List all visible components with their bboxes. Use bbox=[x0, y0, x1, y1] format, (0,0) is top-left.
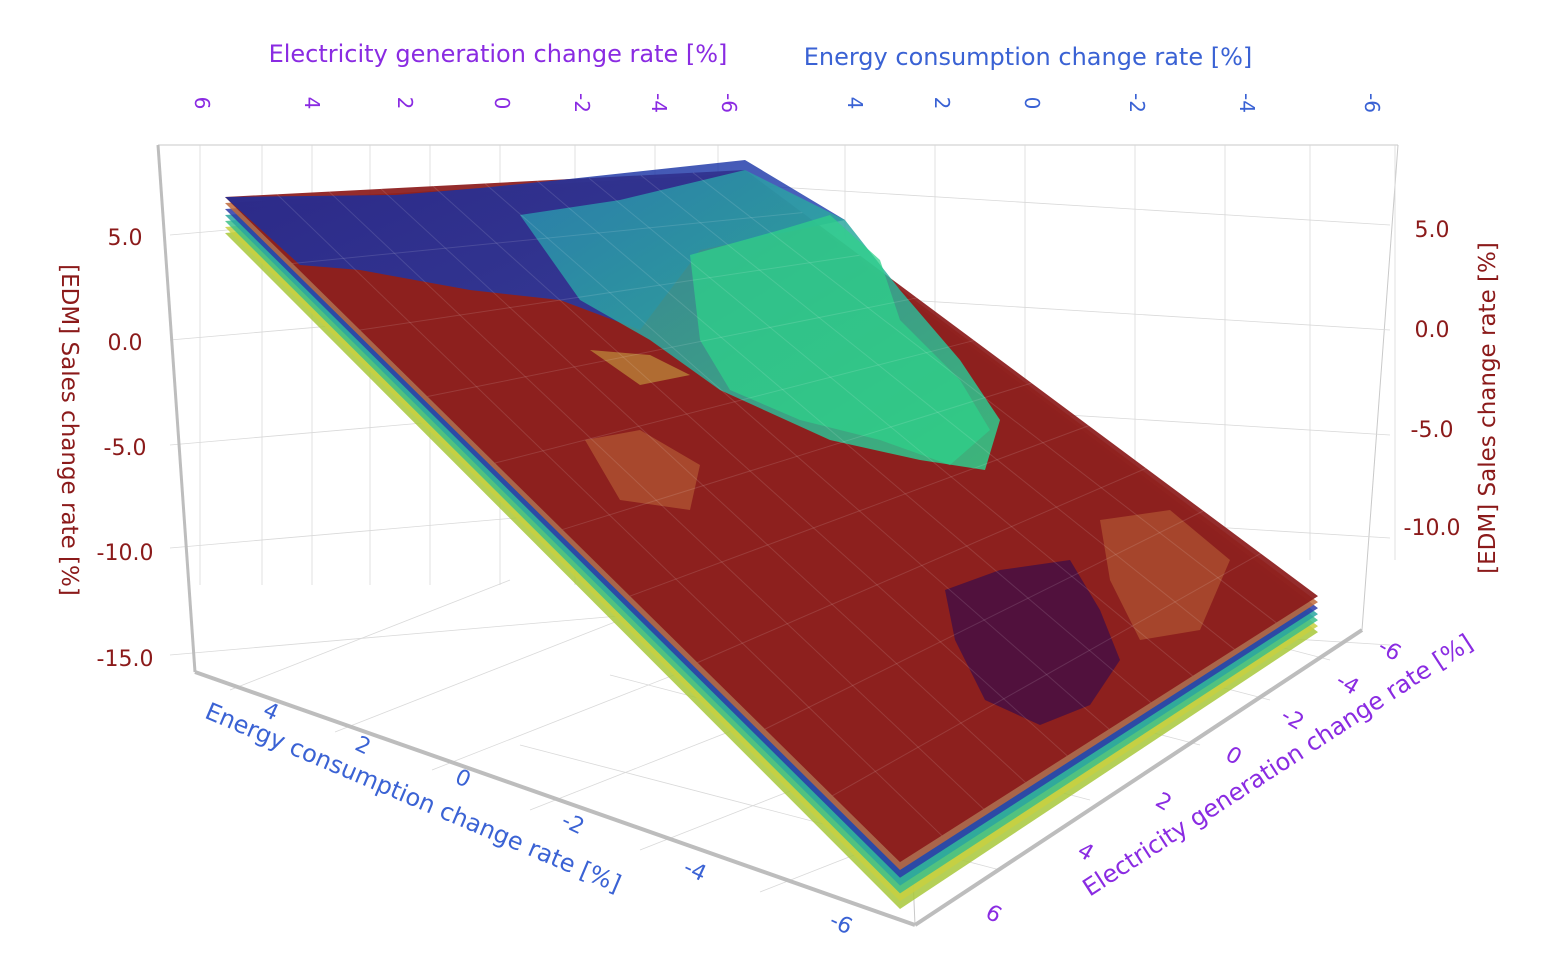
mesh-line bbox=[494, 339, 975, 464]
left-z-axis-title: [EDM] Sales change rate [%] bbox=[56, 264, 82, 596]
front-energy-tick: -6 bbox=[826, 908, 856, 940]
top-energy-tick: 4 bbox=[843, 97, 867, 110]
z-tick-left: -15.0 bbox=[97, 647, 154, 672]
mesh-line bbox=[484, 183, 1110, 730]
mesh-line bbox=[588, 177, 1193, 677]
mesh-line bbox=[427, 297, 917, 398]
z-tick-right: 5.0 bbox=[1415, 218, 1450, 243]
top-electricity-tick: -6 bbox=[717, 93, 741, 113]
orange-patch bbox=[585, 430, 700, 510]
mesh-line bbox=[536, 180, 1152, 703]
top-electricity-axis-title: Electricity generation change rate [%] bbox=[269, 40, 728, 68]
gridline bbox=[431, 659, 713, 771]
mesh-line bbox=[359, 254, 860, 331]
top-energy-tick: -6 bbox=[1360, 93, 1384, 113]
front-energy-tick: -4 bbox=[680, 855, 710, 887]
orange-patch bbox=[1100, 510, 1230, 640]
z-tick-left: -10.0 bbox=[97, 541, 154, 566]
front-left-base-axis bbox=[194, 670, 916, 927]
base-axis-edges bbox=[156, 144, 1364, 927]
front-energy-tick: 2 bbox=[351, 732, 374, 761]
z-tick-left: -5.0 bbox=[104, 436, 147, 461]
front-electricity-tick: 4 bbox=[1073, 838, 1098, 867]
mesh-line bbox=[697, 467, 1147, 664]
yellow-patch bbox=[590, 350, 690, 385]
z-tick-right: 0.0 bbox=[1415, 318, 1450, 343]
green-region bbox=[690, 215, 990, 465]
top-electricity-tick: -4 bbox=[647, 93, 671, 113]
top-energy-tick: -4 bbox=[1235, 93, 1259, 113]
front-right-base-axis bbox=[913, 628, 1364, 927]
top-electricity-tick: 0 bbox=[490, 97, 514, 110]
gridline bbox=[229, 579, 511, 691]
front-energy-tick: 0 bbox=[451, 765, 474, 794]
top-energy-axis-title: Energy consumption change rate [%] bbox=[804, 43, 1253, 71]
gridline bbox=[334, 621, 616, 733]
front-energy-tick: -2 bbox=[558, 808, 588, 840]
front-electricity-tick: 0 bbox=[1221, 742, 1246, 771]
mesh-line bbox=[276, 193, 943, 836]
right-vertical-edge bbox=[1361, 144, 1399, 631]
dark-region bbox=[945, 560, 1120, 725]
top-electricity-tick: -2 bbox=[570, 93, 594, 113]
front-electricity-tick: -6 bbox=[1374, 634, 1405, 667]
mesh-line bbox=[292, 212, 803, 264]
mesh-line bbox=[432, 185, 1068, 757]
top-electricity-tick: 2 bbox=[393, 97, 417, 110]
gridline bbox=[744, 184, 1391, 226]
top-energy-tick: -2 bbox=[1125, 93, 1149, 113]
z-tick-right: -10.0 bbox=[1404, 516, 1461, 541]
z-tick-left: 0.0 bbox=[108, 331, 143, 356]
mesh-line bbox=[764, 510, 1204, 730]
right-z-axis-title: [EDM] Sales change rate [%] bbox=[1475, 242, 1501, 574]
z-tick-right: -5.0 bbox=[1411, 418, 1454, 443]
mesh-line bbox=[328, 191, 984, 810]
top-energy-tick: 0 bbox=[1020, 97, 1044, 110]
mesh-line bbox=[832, 553, 1261, 797]
front-electricity-tick: 6 bbox=[981, 900, 1006, 929]
mesh-line bbox=[692, 172, 1277, 624]
surface-layers bbox=[225, 160, 1318, 909]
top-electricity-tick: 4 bbox=[300, 97, 324, 110]
top-electricity-tick: 6 bbox=[190, 97, 214, 110]
front-electricity-tick: 2 bbox=[1151, 788, 1176, 817]
mesh-line bbox=[380, 188, 1026, 783]
mesh-line bbox=[562, 382, 1032, 531]
top-energy-tick: 2 bbox=[930, 97, 954, 110]
mesh-line bbox=[640, 175, 1235, 650]
z-tick-left: 5.0 bbox=[108, 226, 143, 251]
mesh-line bbox=[629, 425, 1089, 597]
left-axis-line bbox=[156, 144, 197, 673]
